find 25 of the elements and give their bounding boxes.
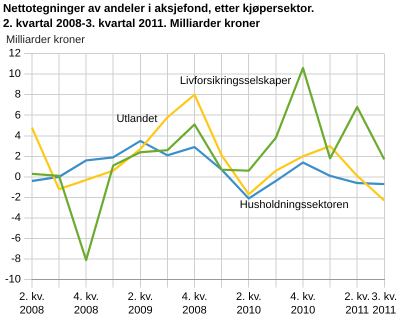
x-tick-label: 2. kv. 2009	[128, 291, 154, 316]
chart-title: Nettotegninger av andeler i aksjefond, etter kjøpersektor. 2. kvartal 2008-3. kvartal 2011. Milliarder kroner	[3, 2, 316, 32]
x-tick-label: 4. kv. 2010	[290, 291, 316, 316]
series-label: Utlandet	[116, 113, 158, 126]
x-tick-label: 2. kv. 2010	[236, 291, 262, 316]
y-axis-title: Milliarder kroner	[6, 34, 85, 46]
series-label: Husholdningssektoren	[240, 199, 349, 212]
y-tick-label: -4	[11, 212, 21, 224]
y-tick-label: -10	[4, 274, 21, 286]
y-tick-label: 6	[14, 109, 21, 122]
y-tick-label: -8	[11, 253, 21, 266]
x-tick-label: 4. kv. 2008	[182, 291, 208, 316]
y-tick-label: 8	[14, 88, 21, 101]
y-tick-label: -6	[11, 232, 21, 245]
y-tick-label: 4	[14, 130, 21, 142]
y-tick-label: 12	[8, 48, 21, 60]
series-label: Livforsikringsselskaper	[180, 74, 292, 87]
y-tick-label: 2	[14, 150, 21, 162]
x-tick-label: 4. kv. 2008	[73, 291, 99, 316]
x-tick-label: 3. kv. 2011	[372, 291, 398, 316]
y-tick-label: -2	[11, 191, 21, 204]
x-tick-label: 2. kv. 2011	[344, 291, 370, 316]
y-tick-label: 10	[8, 68, 21, 80]
x-tick-label: 2. kv. 2008	[19, 291, 45, 316]
y-tick-label: 0	[14, 170, 21, 183]
